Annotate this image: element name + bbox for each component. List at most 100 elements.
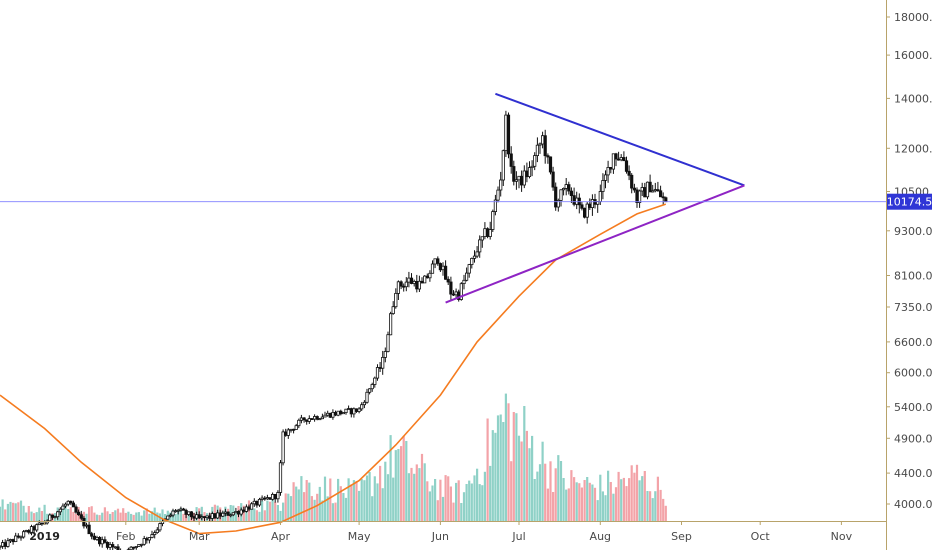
candle-body (442, 266, 444, 270)
volume-bar (353, 480, 355, 521)
candle-body (518, 176, 520, 180)
volume-bar (576, 482, 578, 521)
volume-bar (75, 514, 77, 521)
candle-body (143, 539, 145, 545)
volume-bar (497, 415, 499, 521)
candle (342, 412, 344, 414)
candle-body (502, 151, 504, 180)
candle-body (400, 282, 402, 286)
candle-body (374, 378, 376, 384)
candle-body (15, 536, 17, 542)
volume-bar (272, 497, 274, 521)
volume-bar (188, 515, 190, 521)
candle-body (237, 511, 239, 514)
candle-body (146, 539, 148, 540)
volume-bar (332, 503, 334, 521)
candle-body (623, 158, 625, 161)
y-tick-label: 9300.0 (894, 225, 932, 238)
x-tick-label: 2019 (29, 530, 60, 543)
candle-body (62, 506, 64, 509)
candle (387, 332, 389, 353)
volume-bar (507, 403, 509, 521)
candle (227, 511, 229, 515)
candle-body (287, 430, 289, 436)
x-tick-label: Mar (189, 530, 210, 543)
candle-body (568, 185, 570, 191)
candle-body (295, 426, 297, 430)
volume-bar (539, 464, 541, 521)
candle-body (104, 540, 106, 543)
volume-bar (28, 506, 30, 521)
candle-body (235, 511, 237, 512)
volume-bar (342, 493, 344, 521)
volume-bar (345, 498, 347, 521)
candle-body (583, 208, 585, 217)
volume-bar (133, 515, 135, 521)
volume-bar (38, 508, 40, 521)
candle-body (413, 281, 415, 283)
candle-body (130, 547, 132, 550)
volume-bar (460, 503, 462, 521)
x-tick-label: Sep (671, 530, 692, 543)
candle-body (652, 191, 654, 192)
volume-bar (125, 513, 127, 521)
candle-body (497, 190, 499, 200)
volume-bar (589, 483, 591, 521)
volume-bar (641, 476, 643, 521)
volume-bar (625, 486, 627, 521)
volume-bar (258, 512, 260, 521)
volume-bar (135, 513, 137, 522)
volume-bar (85, 514, 87, 521)
volume-bar (369, 472, 371, 521)
volume-bar (314, 500, 316, 521)
candle-body (665, 198, 667, 202)
candle-body (463, 280, 465, 283)
candle-body (531, 166, 533, 167)
candle (337, 411, 339, 416)
candle-body (264, 498, 266, 499)
candle-body (59, 509, 61, 512)
candle-body (418, 281, 420, 289)
candle (583, 208, 585, 219)
volume-bar (437, 500, 439, 521)
volume-bar (408, 473, 410, 521)
volume-bar (2, 499, 4, 521)
volume-bar (366, 476, 368, 522)
volume-bar (612, 494, 614, 521)
candle-body (547, 156, 549, 157)
candle-body (88, 525, 90, 534)
volume-bar (277, 505, 279, 521)
volume-bar (371, 496, 373, 521)
candle-body (591, 200, 593, 208)
volume-bar (471, 484, 473, 522)
volume-bar (476, 469, 478, 521)
volume-bar (646, 491, 648, 521)
candle (279, 460, 281, 496)
candle-body (481, 237, 483, 240)
volume-bar (91, 506, 93, 521)
x-tick-label: Oct (751, 530, 771, 543)
candle-body (274, 494, 276, 498)
candle-body (646, 182, 648, 197)
volume-bar (306, 480, 308, 521)
volume-bar (521, 442, 523, 522)
candle-body (342, 413, 344, 414)
candle-body (83, 518, 85, 526)
volume-bar (565, 490, 567, 521)
volume-bar (264, 510, 266, 521)
last-price-badge: 10174.5 (887, 194, 932, 210)
volume-bar (358, 491, 360, 521)
candle-body (379, 368, 381, 369)
candle-body (177, 510, 179, 511)
candle-body (151, 535, 153, 538)
candle-body (654, 190, 656, 191)
volume-bar (557, 455, 559, 521)
volume-bar (400, 446, 402, 521)
candle-body (230, 515, 232, 516)
volume-bar (143, 510, 145, 521)
volume-bar (397, 449, 399, 521)
candle-body (368, 389, 370, 393)
candle-body (327, 413, 329, 415)
volume-bar (392, 478, 394, 521)
